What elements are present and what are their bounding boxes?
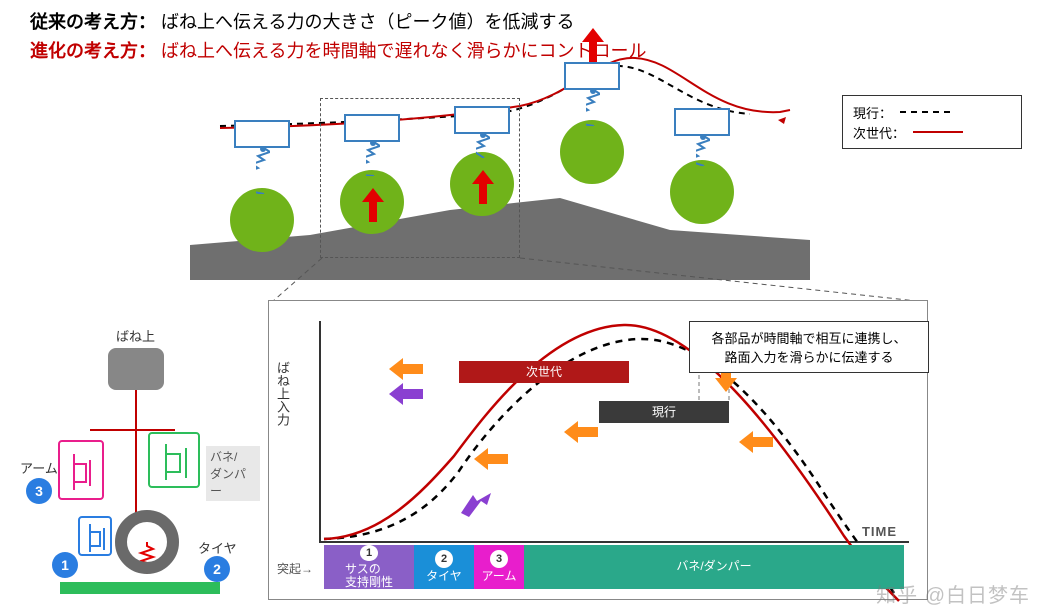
header: 従来の考え方： ばね上へ伝える力の大きさ（ピーク値）を低減する 進化の考え方： … <box>30 8 646 66</box>
tire-compliance-component <box>78 516 112 556</box>
wheel-icon <box>230 188 294 252</box>
timeline-segment: バネ/ダンパー <box>524 545 904 589</box>
body-box-icon <box>234 120 290 148</box>
timeline-segment: 1 サスの 支持剛性 <box>324 545 414 589</box>
wheel-icon <box>670 160 734 224</box>
shift-arrow-icon <box>389 356 423 382</box>
tire-icon <box>115 510 179 574</box>
arm-component <box>58 440 104 500</box>
spring-icon <box>696 136 710 166</box>
force-time-chart: 各部品が時間軸で相互に連携し、 路面入力を滑らかに伝達する ばね上入力 TIME… <box>268 300 928 600</box>
ground-icon <box>60 582 220 594</box>
badge-2: 2 <box>204 556 230 582</box>
header-text-1: ばね上へ伝える力の大きさ（ピーク値）を低減する <box>161 12 574 32</box>
shift-arrow-icon <box>459 491 493 517</box>
legend-solid-swatch <box>913 131 963 133</box>
timeline-label: アーム <box>482 570 517 583</box>
legend-next-label: 次世代： <box>853 123 905 142</box>
wheel-icon <box>560 120 624 184</box>
timeline-segment: 2 タイヤ <box>414 545 474 589</box>
chart-note: 各部品が時間軸で相互に連携し、 路面入力を滑らかに伝達する <box>689 321 929 373</box>
badge-3: 3 <box>26 478 52 504</box>
badge-1: 1 <box>52 552 78 578</box>
arm-label: アーム <box>20 458 58 477</box>
header-text-2: ばね上へ伝える力を時間軸で遅れなく滑らかにコントロール <box>161 41 646 61</box>
legend-box: 現行： 次世代： <box>842 95 1022 149</box>
header-line-2: 進化の考え方： ばね上へ伝える力を時間軸で遅れなく滑らかにコントロール <box>30 37 646 66</box>
shift-arrow-icon <box>474 446 508 472</box>
body-box-icon <box>674 108 730 136</box>
force-arrow-icon <box>582 28 604 62</box>
body-box-icon <box>564 62 620 90</box>
timeline-segment: 3 アーム <box>474 545 524 589</box>
spring-damper-label: バネ/ ダンパー <box>206 446 260 501</box>
header-label-2: 進化の考え方： <box>30 41 156 61</box>
timeline-badge: 1 <box>360 545 378 561</box>
legend-dashed-swatch <box>900 111 950 113</box>
suspension-schematic: ばね上 アーム 3 バネ/ ダンパー タイヤ 2 1 <box>20 320 260 600</box>
current-bar: 現行 <box>599 401 729 423</box>
shift-arrow-icon <box>564 419 598 445</box>
legend-current: 現行： <box>853 102 1011 122</box>
shift-arrow-icon <box>739 429 773 455</box>
spring-damper-component <box>148 432 200 488</box>
next-gen-bar-label: 次世代 <box>526 365 562 379</box>
spring-icon <box>256 148 270 194</box>
timeline-badge: 3 <box>490 550 508 568</box>
timeline-badge: 2 <box>435 550 453 568</box>
current-bar-label: 現行 <box>652 405 676 419</box>
spring-icon <box>586 90 600 126</box>
legend-next: 次世代： <box>853 122 1011 142</box>
timeline-strip: 1 サスの 支持剛性 2 タイヤ 3 アーム バネ/ダンパー <box>324 545 915 589</box>
projection-label: 突起→ <box>277 560 313 577</box>
legend-current-label: 現行： <box>853 103 892 122</box>
tire-label: タイヤ <box>198 538 237 557</box>
timeline-label: バネ/ダンパー <box>676 560 751 573</box>
header-line-1: 従来の考え方： ばね上へ伝える力の大きさ（ピーク値）を低減する <box>30 8 646 37</box>
next-gen-bar: 次世代 <box>459 361 629 383</box>
zoom-selection-box <box>320 98 520 258</box>
top-diagram <box>190 80 810 280</box>
watermark: 知乎 @白日梦车 <box>876 579 1030 608</box>
shift-arrow-icon <box>389 381 423 407</box>
header-label-1: 従来の考え方： <box>30 12 156 32</box>
timeline-label: サスの 支持剛性 <box>345 563 393 589</box>
timeline-label: タイヤ <box>426 570 462 583</box>
